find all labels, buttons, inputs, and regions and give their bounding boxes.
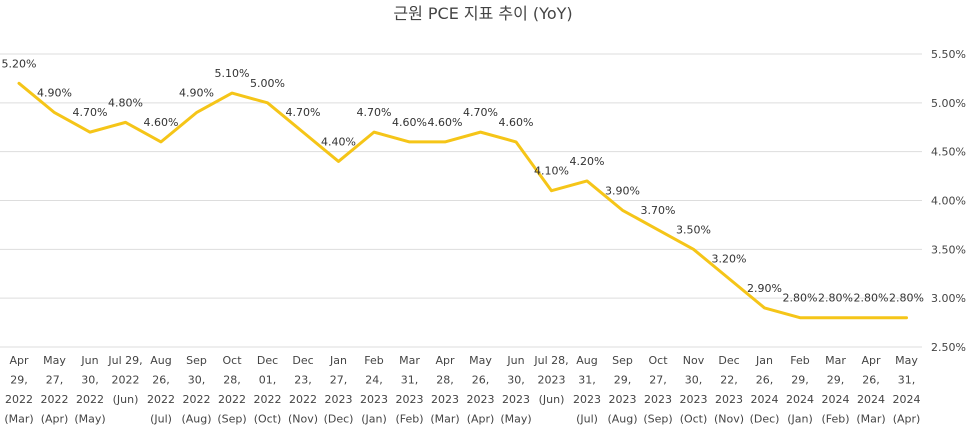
x-axis-tick-labels: Apr 29, 2022 (Mar) May 27, 2022 (Apr)Jun 30, 2022… — [4, 354, 920, 426]
x-tick-label: May 26, 2023 (Apr) — [467, 354, 495, 426]
x-tick-label: Apr 26, 2024 (Mar) — [856, 354, 885, 426]
data-label: 4.20% — [570, 155, 605, 168]
data-label: 2.80% — [889, 292, 924, 305]
x-tick-label: Mar 31, 2023 (Feb) — [395, 354, 423, 426]
x-tick-label: Jan 26, 2024 (Dec) — [750, 354, 780, 426]
data-label: 2.80% — [854, 292, 889, 305]
gridlines — [0, 53, 922, 348]
series-line — [17, 81, 908, 320]
data-label: 4.10% — [534, 165, 569, 178]
x-tick-label: Feb 29, 2024 (Jan) — [786, 354, 814, 426]
x-tick-label: Jul 29, 2022 (Jun) — [107, 354, 142, 406]
data-label: 4.60% — [499, 116, 534, 129]
x-tick-label: Sep 29, 2023 (Aug) — [607, 354, 637, 426]
data-label: 4.70% — [357, 106, 392, 119]
y-tick-label: 2.50% — [931, 341, 966, 354]
data-label: 5.10% — [215, 67, 250, 80]
x-tick-label: Aug 31, 2023 (Jul) — [573, 354, 601, 426]
data-label: 3.70% — [641, 204, 676, 217]
data-label: 3.90% — [605, 184, 640, 197]
x-tick-label: Jun 30, 2023 (May) — [500, 354, 531, 426]
data-label: 4.60% — [392, 116, 427, 129]
x-tick-label: Oct 27, 2023 (Sep) — [643, 354, 672, 426]
y-tick-label: 5.00% — [931, 97, 966, 110]
data-label: 4.60% — [144, 116, 179, 129]
x-tick-label: Dec 01, 2022 (Oct) — [254, 354, 282, 426]
data-label: 4.90% — [179, 87, 214, 100]
x-tick-label: Oct 28, 2022 (Sep) — [217, 354, 246, 426]
x-tick-label: Aug 26, 2022 (Jul) — [147, 354, 175, 426]
data-label: 2.90% — [747, 282, 782, 295]
y-tick-label: 3.50% — [931, 243, 966, 256]
data-label: 5.00% — [250, 77, 285, 90]
chart-title: 근원 PCE 지표 추이 (YoY) — [393, 4, 572, 23]
y-tick-label: 3.00% — [931, 292, 966, 305]
x-tick-label: Sep 30, 2022 (Aug) — [181, 354, 211, 426]
x-tick-label: May 31, 2024 (Apr) — [893, 354, 921, 426]
x-tick-label: Apr 28, 2023 (Mar) — [430, 354, 459, 426]
data-label: 4.40% — [321, 135, 356, 148]
data-label: 4.80% — [108, 96, 143, 109]
y-tick-label: 5.50% — [931, 48, 966, 61]
data-label: 2.80% — [783, 292, 818, 305]
data-label: 4.70% — [463, 106, 498, 119]
x-tick-label: May 27, 2022 (Apr) — [41, 354, 69, 426]
x-tick-label: Jul 28, 2023 (Jun) — [533, 354, 568, 406]
data-label: 4.70% — [286, 106, 321, 119]
x-tick-label: Dec 22, 2023 (Nov) — [714, 354, 744, 426]
data-label: 2.80% — [818, 292, 853, 305]
x-tick-label: Jan 27, 2023 (Dec) — [324, 354, 354, 426]
data-label: 3.20% — [712, 253, 747, 266]
x-tick-label: Feb 24, 2023 (Jan) — [360, 354, 388, 426]
series-layer — [17, 81, 908, 320]
x-tick-label: Apr 29, 2022 (Mar) — [4, 354, 33, 426]
data-label: 4.70% — [73, 106, 108, 119]
x-tick-label: Jun 30, 2022 (May) — [74, 354, 105, 426]
y-tick-label: 4.00% — [931, 195, 966, 208]
y-axis-tick-labels: 5.50% 5.00% 4.50% 4.00% 3.50% 3.00% 2.50% — [931, 48, 966, 354]
y-tick-label: 4.50% — [931, 146, 966, 159]
data-label: 3.50% — [676, 223, 711, 236]
data-label: 5.20% — [2, 57, 37, 70]
x-tick-label: Nov 30, 2023 (Oct) — [680, 354, 708, 426]
data-label: 4.60% — [428, 116, 463, 129]
data-labels: 5.20%4.90%4.70%4.80%4.60%4.90%5.10%5.00%… — [2, 57, 924, 304]
data-label: 4.90% — [37, 87, 72, 100]
x-tick-label: Dec 23, 2022 (Nov) — [288, 354, 318, 426]
x-tick-label: Mar 29, 2024 (Feb) — [821, 354, 849, 426]
